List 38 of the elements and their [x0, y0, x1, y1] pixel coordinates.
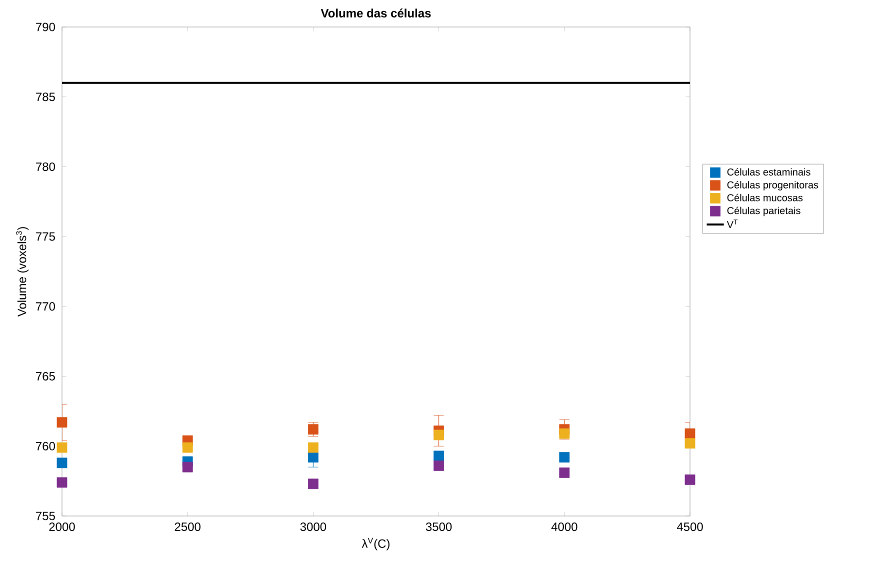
point	[182, 442, 193, 453]
legend-label: Células mucosas	[727, 194, 803, 202]
y-tick-label: 785	[36, 92, 55, 102]
x-tick-label: 4500	[676, 522, 703, 532]
x-tick-label: 3500	[426, 522, 452, 532]
point	[56, 442, 68, 453]
x-axis-title: λ$^{V}$(C)	[362, 538, 390, 550]
x-tick-label: 2500	[174, 522, 200, 532]
point	[434, 430, 444, 440]
chart-title: Volume das células	[320, 8, 431, 18]
point	[308, 452, 318, 463]
legend-label: Células progenitoras	[727, 180, 818, 190]
point	[684, 428, 696, 439]
point	[56, 477, 68, 488]
point	[56, 417, 68, 428]
point	[559, 452, 570, 463]
legend-label: V$^{T}$	[726, 220, 738, 228]
point	[684, 474, 696, 485]
y-tick-label: 780	[36, 162, 55, 171]
point	[434, 450, 444, 462]
point	[308, 442, 318, 453]
point	[182, 462, 193, 472]
x-tick-label: 2000	[49, 522, 75, 532]
y-tick-label: 775	[36, 232, 55, 241]
y-tick-label: 790	[36, 22, 55, 32]
point	[56, 458, 68, 468]
y-tick-label: 755	[36, 512, 55, 520]
x-tick-label: 4000	[551, 522, 578, 532]
y-axis-title: Volume (voxels$^{3}$)	[16, 227, 29, 317]
y-tick-label: 765	[36, 372, 55, 381]
point	[308, 478, 318, 490]
legend-label: Células parietais	[727, 206, 800, 216]
x-tick-label: 3000	[300, 522, 326, 532]
y-tick-label: 770	[36, 302, 55, 311]
point	[684, 438, 696, 449]
y-tick-label: 760	[36, 442, 55, 450]
point	[559, 467, 570, 478]
legend-label: Células estaminais	[727, 168, 810, 176]
